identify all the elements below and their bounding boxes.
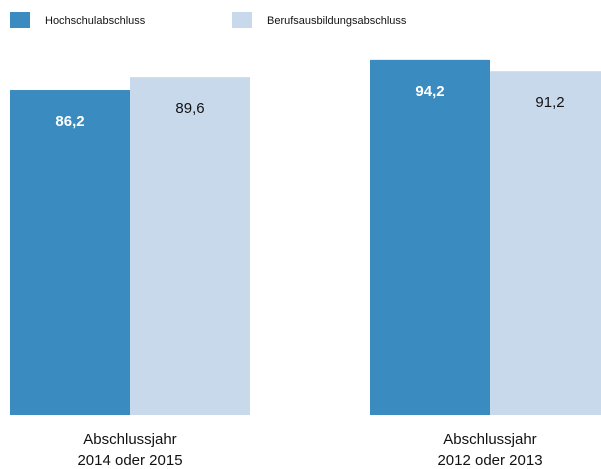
bar — [10, 90, 130, 415]
bar — [130, 77, 250, 415]
legend-swatch — [232, 12, 252, 28]
legend-label: Hochschulabschluss — [45, 15, 146, 27]
bar — [490, 71, 601, 416]
x-tick-label: Abschlussjahr 2012 oder 2013 — [437, 431, 543, 469]
value-label: 91,2 — [535, 94, 564, 111]
bar — [370, 59, 490, 416]
value-label: 94,2 — [415, 83, 444, 100]
legend-swatch — [10, 12, 30, 28]
x-tick-label: Abschlussjahr 2014 oder 2015 — [77, 431, 183, 469]
legend-label: Berufsausbildungsabschluss — [267, 15, 407, 27]
value-label: 89,6 — [175, 100, 204, 117]
value-label: 86,2 — [55, 113, 84, 130]
